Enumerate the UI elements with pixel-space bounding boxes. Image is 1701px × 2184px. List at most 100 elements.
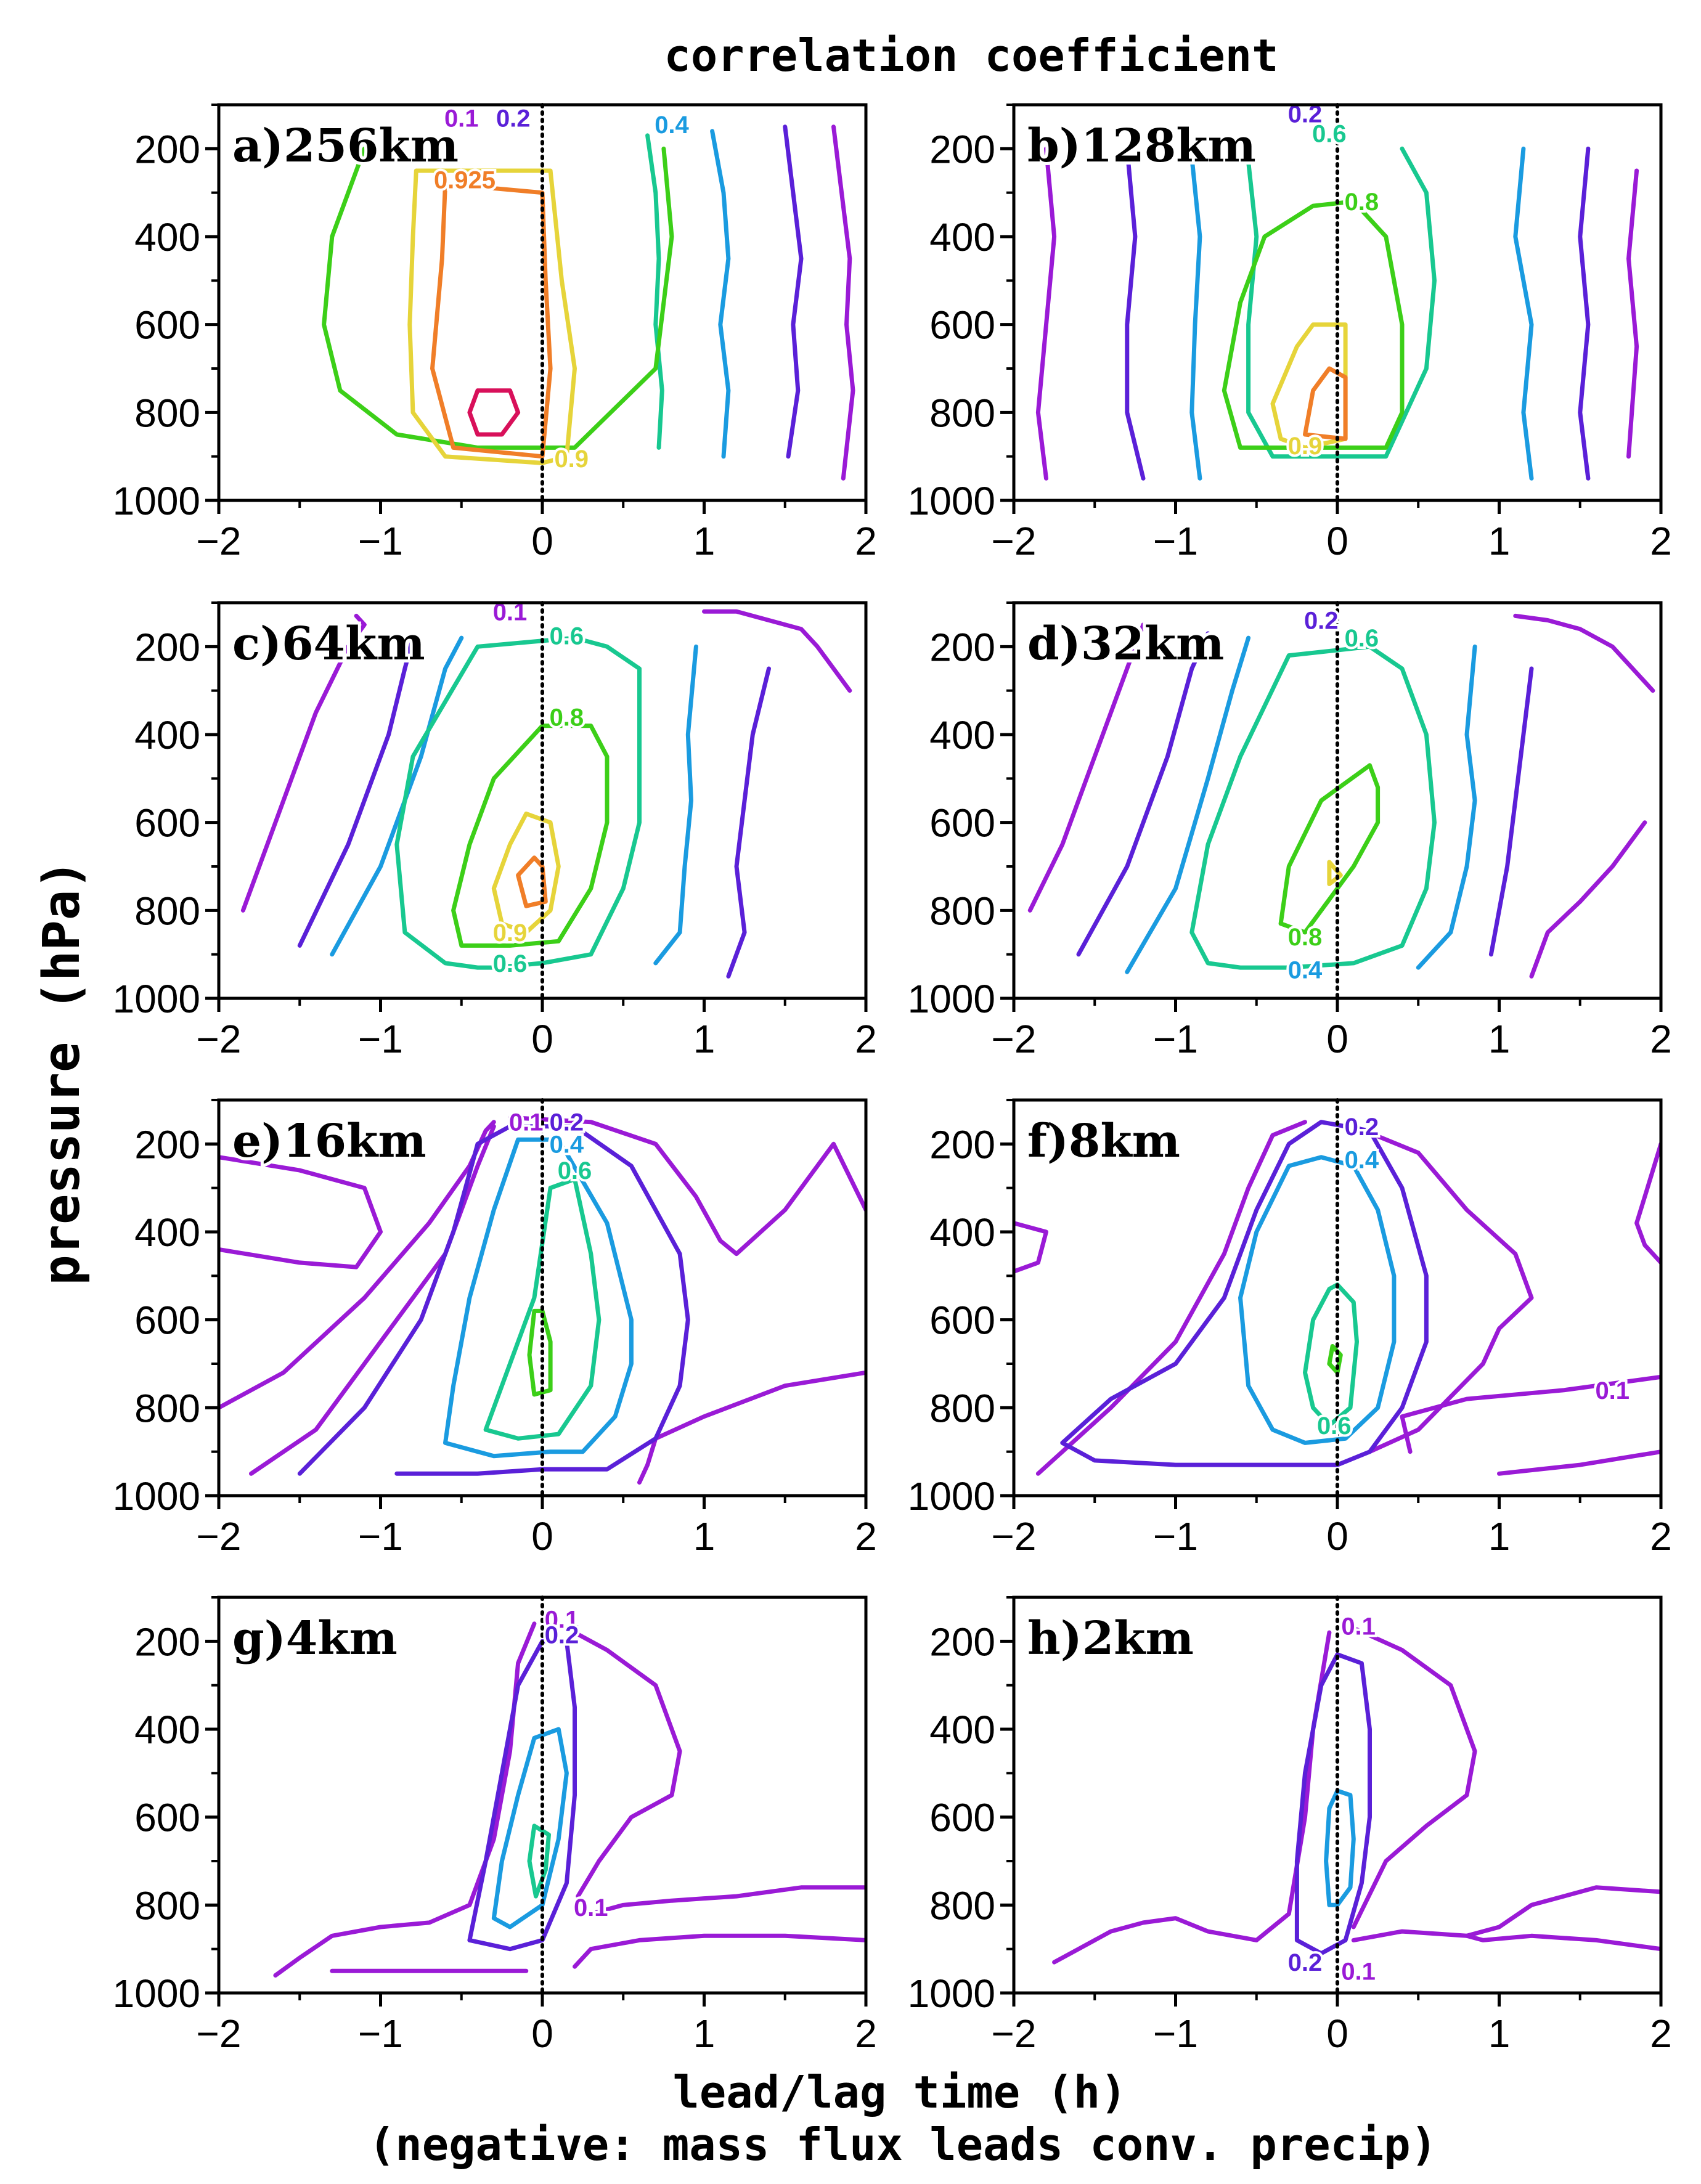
- contour-label: 0.1: [1341, 1958, 1376, 1985]
- contour-0_1-line: [1035, 146, 1057, 481]
- contour-0_1-line: [1464, 1933, 1661, 1952]
- contour-0_1-line: [240, 613, 367, 913]
- contour-0_9-line: [1270, 322, 1348, 450]
- contour-0_95-line: [467, 388, 521, 437]
- contour-0_925-line: [516, 855, 548, 908]
- contour-0_6-line: [527, 1823, 551, 1899]
- contour-0_1-line: [249, 1124, 496, 1476]
- y-tick-label: 1000: [113, 977, 200, 1021]
- figure-title: correlation coefficient: [664, 30, 1279, 81]
- x-tick-label: −2: [992, 1017, 1037, 1061]
- contour-0_1-line: [831, 124, 855, 481]
- x-tick-label: −2: [197, 2011, 242, 2056]
- contour-lines: [240, 609, 852, 979]
- x-axis-note: (negative: mass flux leads conv. precip): [369, 2119, 1437, 2170]
- y-tick-label: 200: [134, 1620, 200, 1664]
- y-tick-label: 400: [929, 215, 995, 259]
- contour-lines: [219, 1115, 866, 1485]
- panel-h: 0.1 0.2 0.1 h)2km −2 −1 0 1 2 200 400 600 800 1000: [908, 1595, 1672, 2056]
- contour-0_1-line: [1513, 613, 1655, 693]
- contour-label: 0.9: [1288, 433, 1323, 460]
- x-tick-label: 0: [1326, 519, 1348, 563]
- contour-0_9-line: [491, 811, 561, 935]
- contour-0_2-line: [783, 124, 804, 459]
- y-tick-label: 1000: [113, 479, 200, 523]
- x-tick-label: 0: [531, 519, 553, 563]
- y-tick-label: 600: [134, 303, 200, 348]
- x-tick-label: 2: [1650, 1514, 1672, 1559]
- x-tick-label: 2: [855, 1017, 877, 1061]
- contour-0_1-line: [219, 1155, 383, 1269]
- contour-0_4-line: [653, 644, 698, 966]
- contour-0_1-line: [573, 1885, 866, 1917]
- contour-label: 0.6: [1317, 1412, 1352, 1440]
- x-tick-label: −1: [1153, 1514, 1198, 1559]
- contour-0_1-line: [573, 1933, 866, 1969]
- contour-0_2-line: [1488, 666, 1534, 957]
- contour-0_925-line: [1303, 366, 1348, 441]
- contour-0_2-line: [1125, 146, 1146, 481]
- contour-lines: [1035, 146, 1639, 481]
- x-tick-label: −2: [992, 1514, 1037, 1559]
- contour-label: 0.1: [574, 1894, 608, 1921]
- contour-0_6-line: [394, 635, 642, 970]
- panel-d: 0.20.6 0.8 0.4 d)32km −2 −1 0 1 2 200 400 600 800 100…: [908, 601, 1672, 1061]
- contour-0_4-line: [1238, 1155, 1397, 1445]
- contour-lines: [1014, 1120, 1661, 1476]
- y-tick-label: 800: [134, 391, 200, 435]
- y-tick-label: 400: [134, 215, 200, 259]
- contour-label: 0.6: [550, 623, 584, 650]
- contour-0_2-line: [726, 666, 771, 979]
- panel-label: a)256km: [232, 120, 459, 173]
- contour-0_4-line: [330, 635, 464, 957]
- contour-0_4-line: [1513, 146, 1534, 481]
- x-tick-label: −1: [1153, 519, 1198, 563]
- contour-0_8-line: [451, 723, 610, 948]
- contour-0_2-line: [297, 635, 415, 948]
- y-tick-label: 1000: [908, 1971, 995, 2016]
- y-tick-label: 200: [134, 625, 200, 669]
- contour-0_9-line: [1327, 860, 1343, 886]
- x-tick-label: −1: [358, 1514, 403, 1559]
- y-tick-label: 600: [929, 1796, 995, 1840]
- y-tick-label: 600: [134, 1298, 200, 1343]
- panel-label: g)4km: [232, 1612, 398, 1665]
- contour-label: 0.1: [509, 1109, 544, 1136]
- x-tick-label: −1: [358, 2011, 403, 2056]
- contour-lines: [1052, 1626, 1661, 1965]
- x-tick-label: 1: [1488, 519, 1511, 563]
- contour-0_4-line: [1125, 635, 1251, 974]
- y-tick-label: 800: [134, 1883, 200, 1928]
- x-tick-label: 2: [1650, 519, 1672, 563]
- contour-0_1-line: [637, 1370, 866, 1485]
- x-tick-label: 0: [531, 2011, 553, 2056]
- contour-0_1-line: [1529, 820, 1647, 979]
- y-tick-label: 400: [929, 1210, 995, 1255]
- contour-0_8-line: [1278, 763, 1381, 935]
- x-tick-label: −1: [1153, 2011, 1198, 2056]
- contour-0_1-line: [1035, 1120, 1307, 1476]
- x-tick-label: 1: [693, 2011, 716, 2056]
- contour-0_1-line: [1027, 622, 1146, 913]
- contour-label: 0.6: [1312, 120, 1347, 147]
- y-tick-label: 600: [134, 1796, 200, 1840]
- x-tick-label: 1: [1488, 1514, 1511, 1559]
- x-tick-label: −1: [358, 519, 403, 563]
- x-tick-label: −1: [1153, 1017, 1198, 1061]
- y-tick-label: 600: [929, 801, 995, 845]
- contour-0_4-line: [1416, 644, 1477, 970]
- contour-label: 0.2: [496, 105, 531, 132]
- contour-label: 0.6: [493, 950, 528, 977]
- y-tick-label: 400: [134, 1210, 200, 1255]
- x-tick-label: 1: [1488, 2011, 1511, 2056]
- y-tick-label: 400: [134, 1708, 200, 1752]
- y-tick-label: 800: [134, 1386, 200, 1430]
- contour-lines: [1027, 613, 1655, 979]
- contour-label: 0.8: [550, 704, 584, 731]
- contour-label: 0.1: [1341, 1613, 1376, 1640]
- x-tick-label: 2: [1650, 2011, 1672, 2056]
- y-tick-label: 1000: [908, 1474, 995, 1518]
